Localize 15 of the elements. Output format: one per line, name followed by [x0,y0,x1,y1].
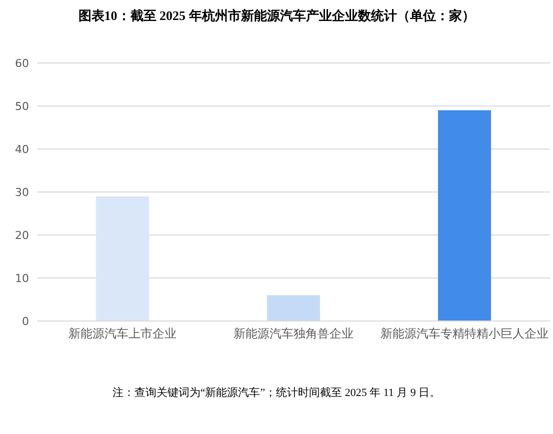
y-tick-label: 10 [15,272,29,285]
y-tick-label: 0 [22,314,29,328]
chart-title: 图表10：截至 2025 年杭州市新能源汽车产业企业数统计（单位：家） [77,7,476,25]
x-tick-label: 新能源汽车上市企业 [68,326,176,341]
x-tick-label: 新能源汽车独角兽企业 [234,326,354,341]
x-tick-label: 新能源汽车专精特精小巨人企业 [380,326,548,341]
y-tick-label: 50 [15,100,29,113]
bar [438,110,491,321]
y-tick-label: 30 [15,186,29,199]
text: 注：查询关键词为“新能源汽车”；统计时间截至 2025 年 11 月 9 日。 [111,386,442,400]
bar [267,295,320,321]
y-tick-label: 40 [15,142,29,156]
y-tick-label: 60 [15,56,29,70]
y-tick-label: 20 [15,228,29,242]
bar [96,196,149,321]
